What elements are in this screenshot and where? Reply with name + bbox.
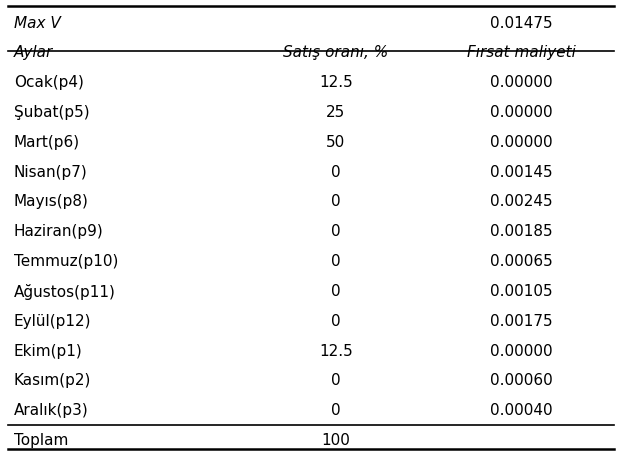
Text: 0: 0 bbox=[331, 403, 341, 418]
Text: 0: 0 bbox=[331, 224, 341, 239]
Text: 0.00145: 0.00145 bbox=[490, 165, 553, 179]
Text: Temmuz(p10): Temmuz(p10) bbox=[14, 254, 118, 269]
Text: 0.00245: 0.00245 bbox=[490, 195, 553, 209]
Text: Toplam: Toplam bbox=[14, 433, 68, 448]
Text: 0.01475: 0.01475 bbox=[490, 16, 553, 30]
Text: 0.00000: 0.00000 bbox=[490, 135, 553, 150]
Text: Mart(p6): Mart(p6) bbox=[14, 135, 80, 150]
Text: 0.00105: 0.00105 bbox=[490, 284, 553, 299]
Text: Ağustos(p11): Ağustos(p11) bbox=[14, 284, 116, 300]
Text: 0.00000: 0.00000 bbox=[490, 344, 553, 358]
Text: Fırsat maliyeti: Fırsat maliyeti bbox=[467, 45, 576, 60]
Text: Aralık(p3): Aralık(p3) bbox=[14, 403, 88, 418]
Text: 0: 0 bbox=[331, 165, 341, 179]
Text: 0: 0 bbox=[331, 314, 341, 329]
Text: 100: 100 bbox=[322, 433, 350, 448]
Text: 12.5: 12.5 bbox=[319, 344, 353, 358]
Text: Max V: Max V bbox=[14, 16, 60, 30]
Text: Satış oranı, %: Satış oranı, % bbox=[283, 45, 388, 60]
Text: 0.00185: 0.00185 bbox=[490, 224, 553, 239]
Text: Mayıs(p8): Mayıs(p8) bbox=[14, 195, 89, 209]
Text: 0.00175: 0.00175 bbox=[490, 314, 553, 329]
Text: Şubat(p5): Şubat(p5) bbox=[14, 105, 90, 120]
Text: Kasım(p2): Kasım(p2) bbox=[14, 373, 91, 388]
Text: Nisan(p7): Nisan(p7) bbox=[14, 165, 88, 179]
Text: 12.5: 12.5 bbox=[319, 75, 353, 90]
Text: 0: 0 bbox=[331, 254, 341, 269]
Text: 25: 25 bbox=[326, 105, 345, 120]
Text: 0: 0 bbox=[331, 195, 341, 209]
Text: 0.00065: 0.00065 bbox=[490, 254, 553, 269]
Text: 0.00040: 0.00040 bbox=[490, 403, 553, 418]
Text: 0.00000: 0.00000 bbox=[490, 75, 553, 90]
Text: Ocak(p4): Ocak(p4) bbox=[14, 75, 83, 90]
Text: 0.00000: 0.00000 bbox=[490, 105, 553, 120]
Text: 0.00060: 0.00060 bbox=[490, 373, 553, 388]
Text: 50: 50 bbox=[326, 135, 345, 150]
Text: Eylül(p12): Eylül(p12) bbox=[14, 314, 91, 329]
Text: Haziran(p9): Haziran(p9) bbox=[14, 224, 103, 239]
Text: 0: 0 bbox=[331, 373, 341, 388]
Text: Aylar: Aylar bbox=[14, 45, 53, 60]
Text: Ekim(p1): Ekim(p1) bbox=[14, 344, 83, 358]
Text: 0: 0 bbox=[331, 284, 341, 299]
